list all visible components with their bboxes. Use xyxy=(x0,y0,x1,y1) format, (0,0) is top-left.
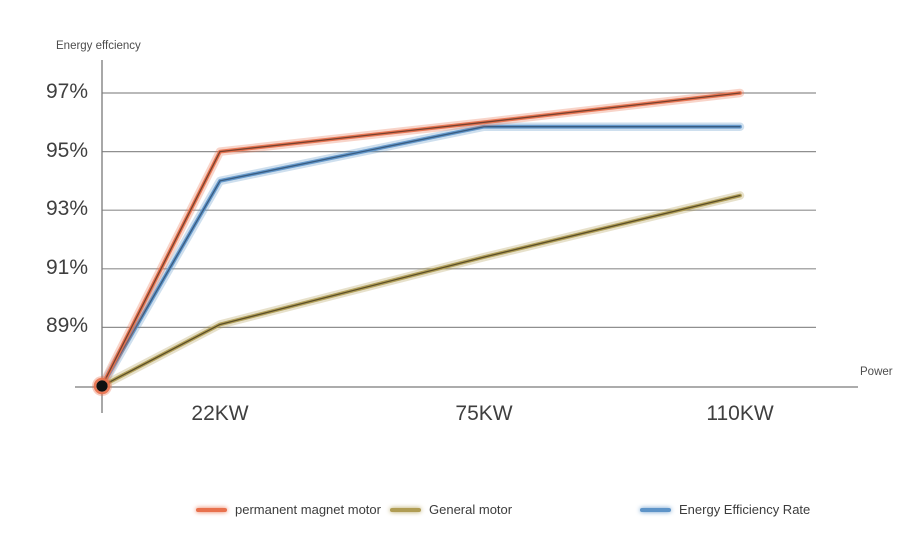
legend-item-permanent-magnet-motor: permanent magnet motor xyxy=(196,501,381,518)
legend-label: General motor xyxy=(429,502,513,517)
general-motor-swatch-icon xyxy=(390,507,421,512)
y-tick-label-95: 95% xyxy=(45,138,88,162)
x-tick-label-110kw: 110KW xyxy=(706,402,774,425)
y-axis-title: Energy effciency xyxy=(56,40,141,52)
x-axis-title: Power xyxy=(860,366,893,378)
y-tick-label-91: 91% xyxy=(45,255,88,279)
x-tick-label-75kw: 75KW xyxy=(455,402,513,425)
legend-label: permanent magnet motor xyxy=(235,502,381,517)
energy-efficiency-rate-swatch-icon xyxy=(640,507,671,512)
y-tick-label-97: 97% xyxy=(45,80,88,103)
y-tick-label-89: 89% xyxy=(45,314,88,338)
y-tick-label-93: 93% xyxy=(45,197,88,221)
x-tick-label-22kw: 22KW xyxy=(191,402,249,425)
permanent-magnet-motor-swatch-icon xyxy=(196,507,227,512)
legend-item-general-motor: General motor xyxy=(390,501,512,518)
legend-label: Energy Efficiency Rate xyxy=(679,502,811,517)
legend-item-energy-efficiency-rate: Energy Efficiency Rate xyxy=(640,501,810,518)
